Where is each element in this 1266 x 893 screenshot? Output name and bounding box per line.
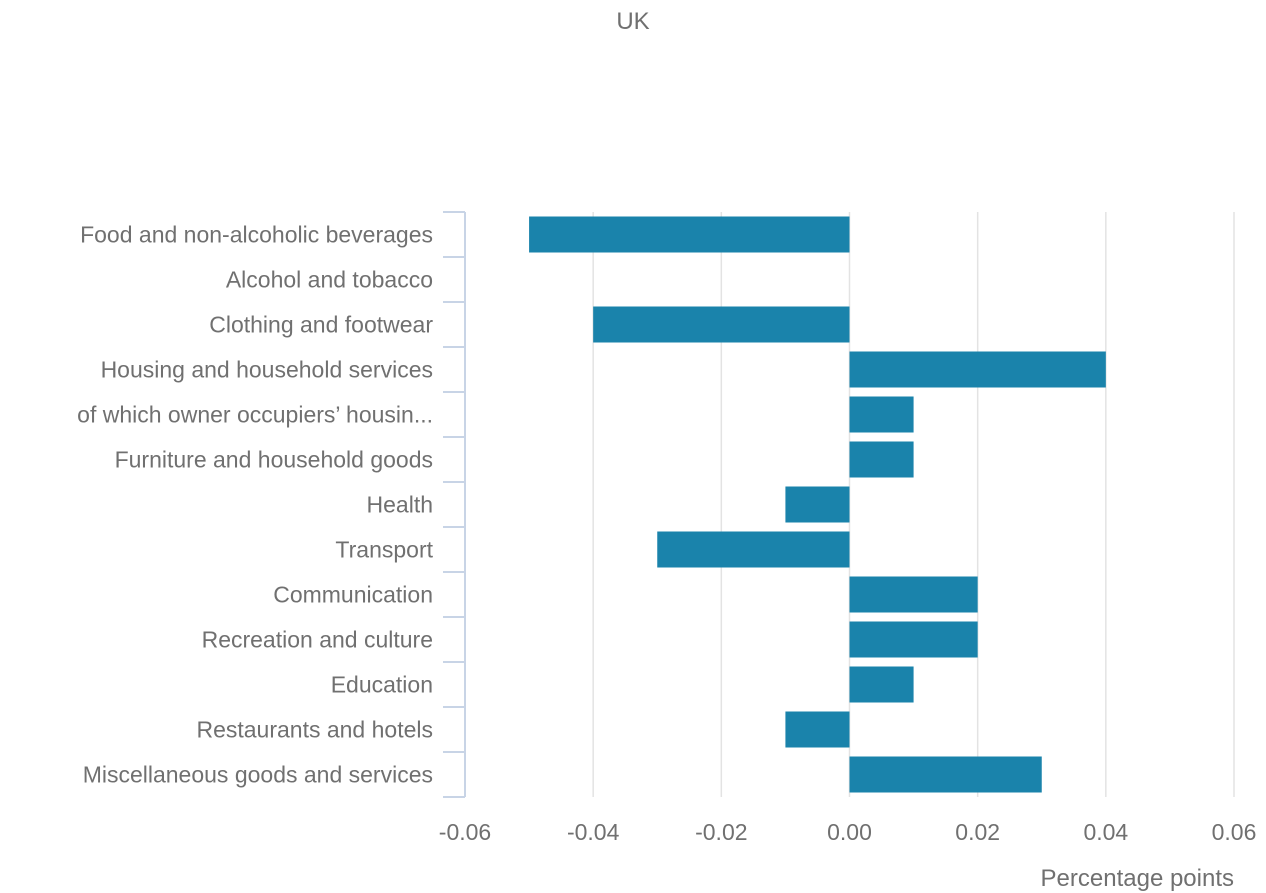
category-label: Transport <box>335 537 433 563</box>
gridlines <box>592 212 1235 797</box>
category-label: of which owner occupiers’ housin... <box>77 402 433 428</box>
x-tick-label: -0.02 <box>695 819 747 845</box>
category-label: Education <box>331 672 433 698</box>
bar <box>593 306 850 343</box>
bar <box>849 666 914 703</box>
bar <box>849 756 1042 793</box>
bar <box>657 531 850 568</box>
category-label: Miscellaneous goods and services <box>83 762 433 788</box>
bar <box>529 216 850 253</box>
bars <box>529 216 1106 793</box>
x-tick-label: -0.04 <box>567 819 620 845</box>
category-label: Furniture and household goods <box>115 447 433 473</box>
category-label: Clothing and footwear <box>209 312 433 338</box>
category-label: Communication <box>273 582 433 608</box>
x-axis-title: Percentage points <box>1041 865 1234 892</box>
x-tick-label: -0.06 <box>439 819 491 845</box>
category-label: Housing and household services <box>101 357 433 383</box>
bar <box>785 486 850 523</box>
chart-title: UK <box>616 8 650 35</box>
bar <box>849 396 914 433</box>
category-label: Recreation and culture <box>202 627 433 653</box>
bar <box>849 441 914 478</box>
x-tick-label: 0.04 <box>1083 819 1128 845</box>
x-tick-label: 0.02 <box>955 819 1000 845</box>
x-tick-label: 0.06 <box>1212 819 1257 845</box>
x-tick-labels: -0.06 -0.04 -0.02 0.00 0.02 0.04 0.06 <box>439 819 1257 845</box>
x-tick-label: 0.00 <box>827 819 872 845</box>
bar <box>849 576 978 613</box>
bar <box>785 711 850 748</box>
bar <box>849 351 1106 388</box>
category-label: Health <box>367 492 433 518</box>
y-axis <box>443 211 466 798</box>
bar <box>849 621 978 658</box>
category-labels: Food and non-alcoholic beverages Alcohol … <box>77 222 433 788</box>
category-label: Alcohol and tobacco <box>226 267 433 293</box>
category-label: Food and non-alcoholic beverages <box>80 222 433 248</box>
category-label: Restaurants and hotels <box>196 717 433 743</box>
